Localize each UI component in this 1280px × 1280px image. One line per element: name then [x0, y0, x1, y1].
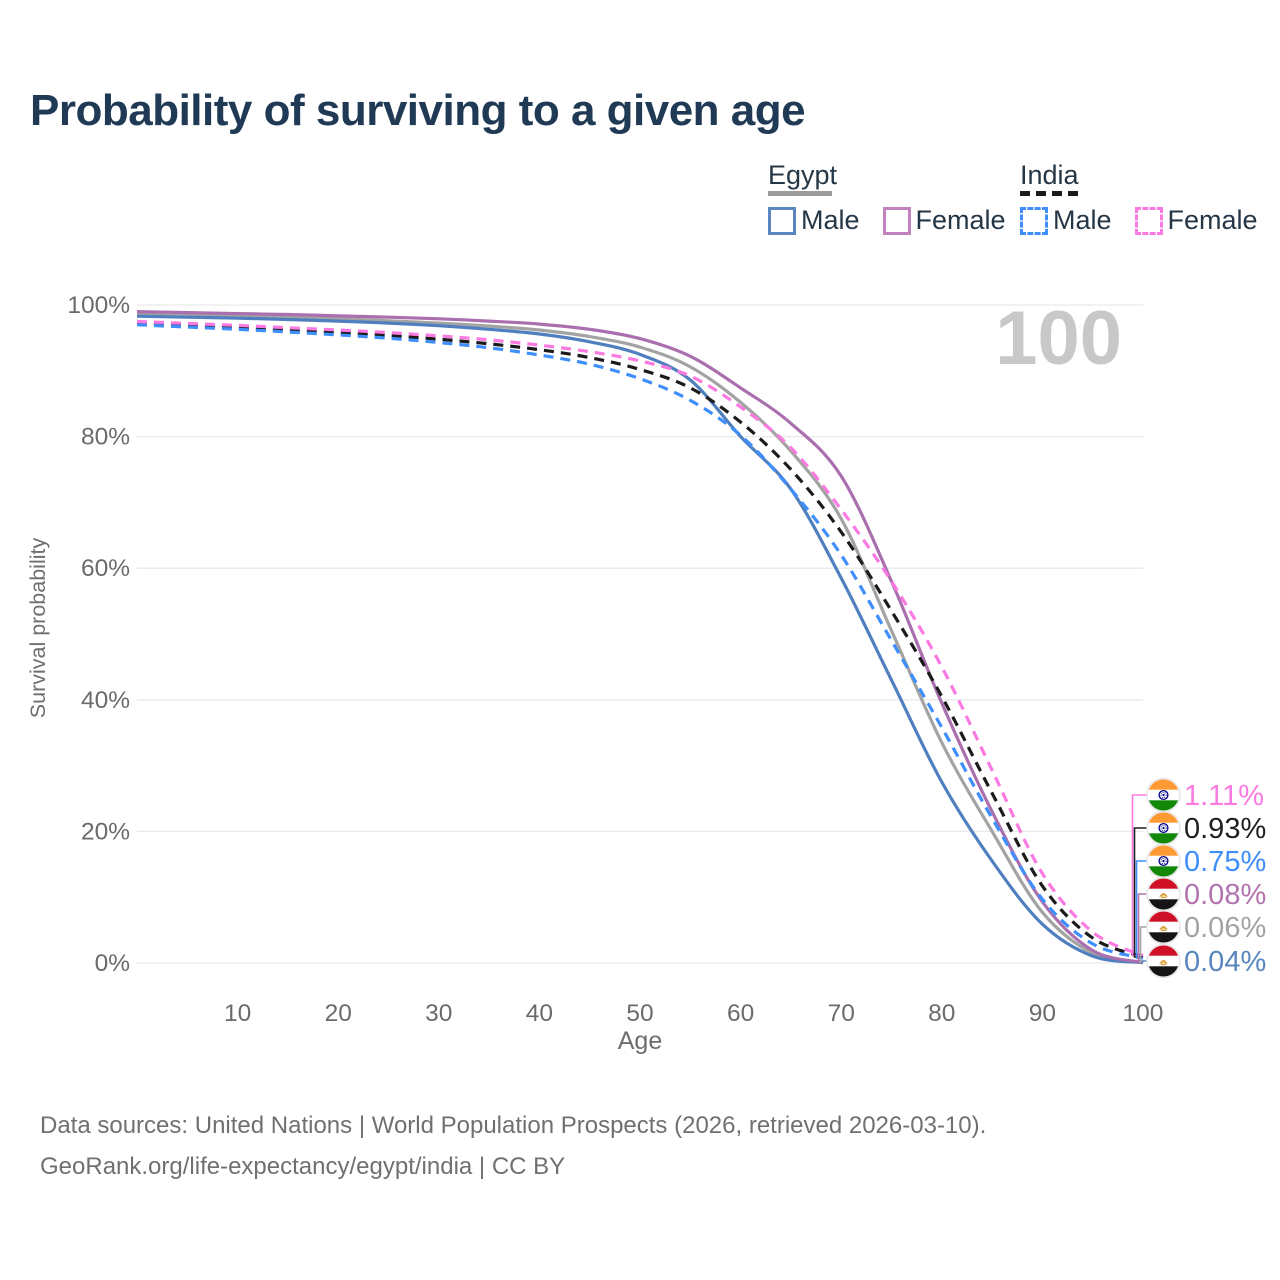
legend-india-line-sample: [1020, 191, 1078, 196]
x-tick-label: 10: [224, 1000, 251, 1027]
x-tick-label: 50: [626, 1000, 653, 1027]
y-tick-label: 40%: [81, 687, 130, 714]
y-axis-title: Survival probability: [26, 538, 50, 719]
series-line-india-all[interactable]: [136, 321, 1144, 959]
x-tick-label: 60: [727, 1000, 754, 1027]
page-title: Probability of surviving to a given age: [30, 86, 806, 135]
egypt-male-swatch-icon: [768, 206, 796, 235]
end-value-label: 1.11%: [1184, 780, 1264, 812]
legend-item-india-male[interactable]: Male: [1020, 205, 1112, 236]
legend-country-egypt: Egypt: [768, 160, 838, 190]
legend-egypt-line-sample: [768, 191, 832, 196]
x-tick-label: 100: [1123, 1000, 1164, 1027]
y-tick-label: 100%: [67, 292, 130, 319]
y-tick-label: 20%: [81, 818, 130, 845]
end-value-label: 0.04%: [1184, 946, 1266, 978]
legend-item-label: Male: [1053, 205, 1112, 235]
footer-attribution-line: GeoRank.org/life-expectancy/egypt/india …: [40, 1153, 566, 1180]
y-tick-label: 0%: [95, 950, 130, 977]
legend-item-india-female[interactable]: Female: [1134, 205, 1258, 236]
legend-item-label: Male: [801, 205, 860, 235]
india-flag-icon: [1146, 843, 1181, 879]
series-line-egypt-male[interactable]: [136, 314, 1144, 965]
legend-group-egypt: Egypt Male Female: [768, 160, 1006, 236]
series-line-india-female[interactable]: [136, 319, 1144, 958]
x-tick-label: 80: [928, 1000, 955, 1027]
legend-item-egypt-male[interactable]: Male: [768, 205, 860, 236]
india-male-swatch-icon: [1020, 206, 1048, 235]
end-value-label: 0.75%: [1184, 846, 1266, 878]
footer-source-line: Data sources: United Nations | World Pop…: [40, 1112, 987, 1139]
x-axis-title: Age: [618, 1027, 662, 1055]
legend-country-india: India: [1020, 160, 1079, 190]
india-flag-icon: [1146, 777, 1181, 813]
legend-item-label: Female: [915, 205, 1006, 235]
x-tick-label: 40: [526, 1000, 553, 1027]
end-value-label: 0.93%: [1184, 813, 1266, 845]
end-value-label: 0.08%: [1184, 879, 1266, 911]
egypt-flag-icon: [1146, 909, 1181, 945]
egypt-flag-icon: [1146, 876, 1181, 912]
x-tick-label: 20: [325, 1000, 352, 1027]
legend-item-label: Female: [1167, 205, 1258, 235]
end-label-leader: [1141, 960, 1147, 964]
x-tick-label: 30: [425, 1000, 452, 1027]
end-value-label: 0.06%: [1184, 912, 1266, 944]
egypt-flag-icon: [1146, 943, 1181, 979]
x-tick-label: 90: [1029, 1000, 1056, 1027]
india-flag-icon: [1146, 810, 1181, 846]
y-tick-label: 60%: [81, 555, 130, 582]
legend-group-india: India Male Female: [1020, 160, 1258, 236]
series-line-egypt-female[interactable]: [136, 310, 1144, 965]
legend-item-egypt-female[interactable]: Female: [882, 205, 1006, 236]
egypt-female-swatch-icon: [882, 206, 911, 235]
series-line-india-male[interactable]: [136, 323, 1144, 960]
y-tick-label: 80%: [81, 424, 130, 451]
footer: Data sources: United Nations | World Pop…: [40, 1105, 986, 1187]
age-watermark: 100: [995, 296, 1122, 381]
series-line-egypt-all[interactable]: [136, 312, 1144, 965]
x-tick-label: 70: [828, 1000, 855, 1027]
india-female-swatch-icon: [1134, 206, 1163, 235]
